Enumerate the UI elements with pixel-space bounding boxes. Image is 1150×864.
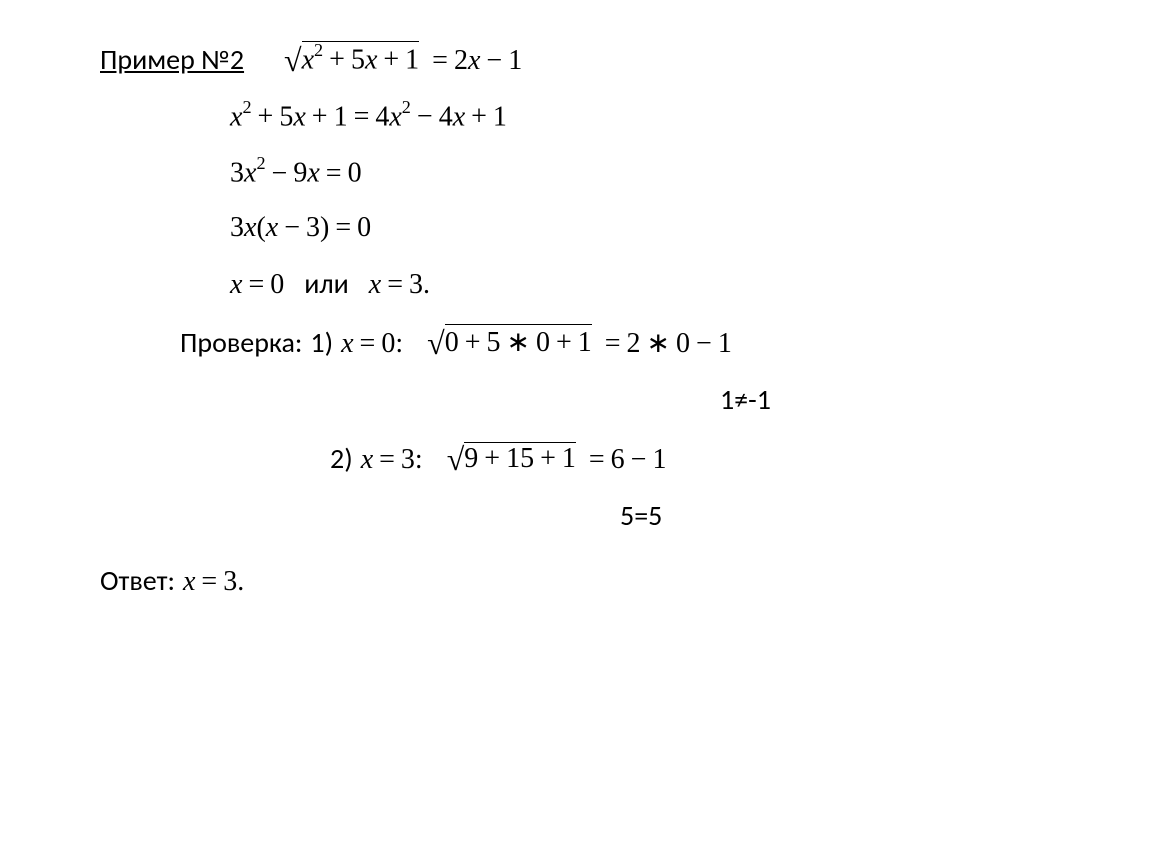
line-check2: 2) x=3: √ 9+15+1 =6−1: [100, 439, 1050, 476]
line-eq4: 3x(x−3)=0: [100, 212, 1050, 244]
line-eq5: x=0 или x=3.: [100, 266, 1050, 301]
line-title-eq1: Пример №2 √ x2+5x+1 =2x−1: [100, 40, 1050, 77]
line-eq3: 3x2−9x=0: [100, 155, 1050, 189]
sqrt-sign: √: [284, 42, 302, 79]
eq5b: x=3.: [369, 269, 430, 301]
check1-num: 1): [310, 325, 333, 360]
check-label: Проверка:: [180, 325, 302, 360]
line-answer: Ответ: x=3.: [100, 563, 1050, 598]
eq4: 3x(x−3)=0: [230, 212, 371, 244]
sqrt-eq1: √ x2+5x+1: [284, 40, 419, 77]
check1-x: x=0:: [341, 328, 403, 360]
check1-eq: √ 0+5∗0+1 =2∗0−1: [427, 323, 732, 360]
sqrt-content-c1: 0+5∗0+1: [445, 324, 592, 359]
check2-eq: √ 9+15+1 =6−1: [447, 439, 667, 476]
eq2: x2+5x+1=4x2−4x+1: [230, 99, 507, 133]
sqrt-content-c2: 9+15+1: [464, 442, 576, 475]
answer-value: x=3.: [183, 566, 244, 598]
line-check1: Проверка: 1) x=0: √ 0+5∗0+1 =2∗0−1: [100, 323, 1050, 360]
sqrt-content-eq1: x2+5x+1: [302, 41, 420, 76]
check2-result: 5=5: [620, 498, 662, 533]
line-check2-result: 5=5: [100, 498, 1050, 533]
check2-num: 2): [330, 441, 353, 476]
eq5a: x=0: [230, 269, 284, 301]
sqrt-check1: √ 0+5∗0+1: [427, 323, 592, 360]
sqrt-sign-c1: √: [427, 325, 445, 362]
or-label: или: [284, 266, 369, 301]
sqrt-check2: √ 9+15+1: [447, 439, 576, 476]
check1-result: 1≠-1: [720, 382, 771, 417]
eq3: 3x2−9x=0: [230, 155, 362, 189]
answer-label: Ответ:: [100, 563, 175, 598]
check2-x: x=3:: [361, 444, 423, 476]
line-eq2: x2+5x+1=4x2−4x+1: [100, 99, 1050, 133]
eq1: √ x2+5x+1 =2x−1: [284, 40, 522, 77]
example-title: Пример №2: [100, 42, 244, 77]
sqrt-sign-c2: √: [447, 441, 465, 478]
line-check1-result: 1≠-1: [100, 382, 1050, 417]
